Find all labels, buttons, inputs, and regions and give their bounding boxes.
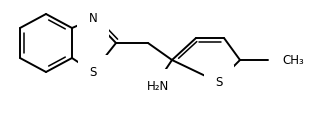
Text: S: S bbox=[89, 67, 97, 80]
Text: S: S bbox=[215, 76, 223, 89]
Text: H₂N: H₂N bbox=[147, 81, 169, 93]
Text: CH₃: CH₃ bbox=[282, 54, 304, 67]
Text: N: N bbox=[89, 12, 97, 25]
